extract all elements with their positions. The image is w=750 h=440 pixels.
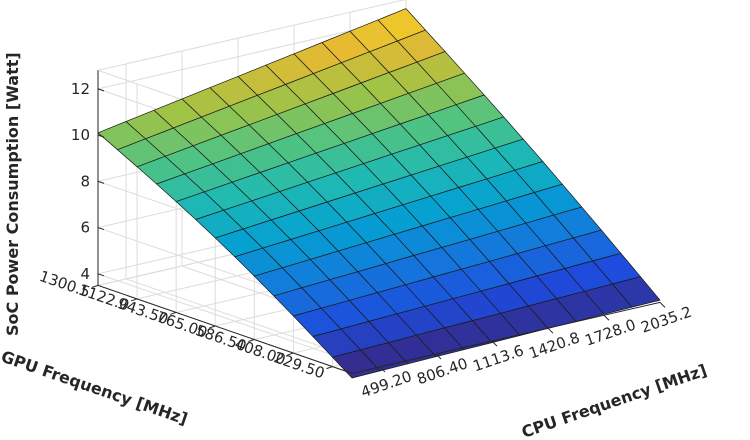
y-tick-2: [169, 311, 177, 315]
z-tick-2: [97, 180, 105, 184]
z-tick-label-2: 8: [80, 172, 90, 190]
x-tick-5: [659, 302, 666, 308]
x-tick-2: [491, 340, 498, 347]
surface-patch-10-0: [612, 276, 661, 308]
x-tick-0: [379, 366, 386, 373]
y-tick-0: [91, 284, 99, 288]
z-tick-label-3: 10: [71, 126, 90, 144]
z-tick-4: [97, 88, 105, 92]
x-tick-4: [603, 314, 610, 321]
z-tick-label-4: 12: [71, 80, 90, 98]
x-tick-label-4: 1728.0: [583, 316, 638, 350]
y-tick-5: [287, 352, 294, 356]
x-tick-3: [547, 327, 554, 334]
y-axis-label: GPU Frequency [MHz]: [0, 347, 190, 429]
x-tick-label-3: 1420.8: [527, 328, 582, 362]
z-tick-label-0: 4: [80, 265, 90, 283]
x-tick-1: [435, 353, 442, 360]
x-axis-line: [351, 301, 661, 374]
y-axis-line: [97, 284, 353, 374]
y-tick-label-6: 229.50: [272, 348, 327, 382]
x-tick-label-2: 1113.6: [471, 341, 526, 375]
z-tick-0: [97, 273, 105, 277]
z-axis-label: SoC Power Consumption [Watt]: [3, 52, 22, 336]
y-tick-4: [248, 339, 255, 343]
x-axis-label: CPU Frequency [MHz]: [519, 360, 709, 440]
y-tick-3: [209, 325, 216, 329]
z-tick-3: [97, 134, 105, 138]
y-tick-6: [326, 366, 333, 370]
y-tick-1: [130, 298, 138, 302]
z-tick-1: [97, 227, 105, 231]
z-tick-label-1: 6: [80, 219, 90, 237]
box-frame-3: [97, 0, 406, 71]
surface-layer: [97, 8, 661, 379]
x-tick-label-5: 2035.2: [639, 303, 694, 337]
